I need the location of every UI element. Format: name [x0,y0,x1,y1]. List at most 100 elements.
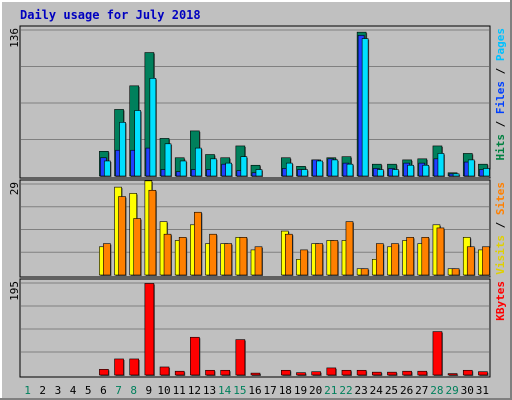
bar-kbytes [478,371,488,376]
x-tick-label: 30 [461,384,474,397]
bar-sites [103,243,111,276]
bar-kbytes [144,283,155,376]
chart-bevel-left [0,0,2,400]
bar-pages [210,158,217,177]
legend-item: Hits [494,134,507,161]
x-tick-label: 4 [70,384,77,397]
x-tick-label: 2 [39,384,46,397]
bar-kbytes [387,371,397,376]
bar-kbytes [311,371,321,376]
bar-sites [118,196,126,276]
x-tick-label: 25 [385,384,398,397]
bar-kbytes [281,369,291,376]
bar-kbytes [417,370,428,376]
bar-pages [240,156,248,177]
panel-hits_files_pages: 136 Hits / Files / Pages [8,25,507,179]
bar-sites [406,237,414,276]
bar-pages [346,163,354,177]
bar-sites [466,246,475,276]
bar-sites [315,243,323,276]
bar-sites [133,218,142,276]
legend-visits_sites: Visits / Sites [494,182,507,275]
chart-title: Daily usage for July 2018 [20,8,201,22]
bar-pages [286,162,293,177]
bar-sites [285,233,293,276]
panel-visits_sites: 29 Visits / Sites [8,179,507,278]
x-tick-label: 16 [248,384,261,397]
bar-sites [224,243,232,276]
x-tick-label: 19 [294,384,307,397]
legend-item: KBytes [494,281,507,321]
bar-pages [437,153,445,177]
bar-sites [482,246,490,276]
x-tick-label: 29 [445,384,458,397]
plot-frame [19,278,491,378]
bar-kbytes [341,369,352,376]
bar-kbytes [174,370,185,376]
chart-bevel-bottom [0,398,512,400]
bar-kbytes [402,370,412,376]
bar-pages [164,143,172,177]
x-tick-label: 14 [218,384,232,397]
x-tick-label: 31 [476,384,489,397]
x-tick-label: 5 [85,384,92,397]
legend-item: Files [494,81,507,114]
bar-sites [360,268,369,276]
bar-sites [330,240,339,276]
x-tick-label: 8 [130,384,137,397]
bar-kbytes [190,336,200,376]
bar-sites [254,246,263,276]
bar-kbytes [159,366,170,376]
bar-pages [301,169,308,177]
plot-frame [19,25,491,179]
bar-sites [421,237,430,276]
bar-sites [436,227,445,276]
bar-pages [361,38,369,177]
legend-separator: / [494,215,507,235]
x-axis: 1 2 3 4 5 6 7 8 9 10 11 12 13 14 15 16 17 18 19 20 21 22 23 24 2… [24,384,489,397]
bar-sites [451,268,460,276]
x-tick-label: 27 [415,384,428,397]
bar-kbytes [235,339,246,376]
x-tick-label: 12 [188,384,201,397]
bar-kbytes [129,358,140,376]
bar-sites [178,237,187,276]
x-tick-label: 21 [324,384,337,397]
x-tick-label: 3 [55,384,62,397]
bar-pages [392,169,399,177]
bar-sites [209,233,217,276]
bar-sites [375,243,384,276]
bar-kbytes [99,369,109,376]
x-tick-label: 13 [203,384,216,397]
bar-pages [179,160,187,177]
bar-pages [225,162,232,177]
bar-pages [376,169,384,177]
y-max-label: 195 [8,281,21,301]
bar-pages [407,164,414,177]
x-tick-label: 7 [115,384,122,397]
x-tick-label: 1 [24,384,31,397]
x-tick-label: 24 [370,384,384,397]
bar-pages [316,160,323,177]
panels-group: 136 Hits / Files / Pages 29 Visits / Sites 1… [8,25,507,378]
x-tick-label: 17 [264,384,277,397]
bar-pages [134,110,142,177]
legend-item: Visits [494,235,507,275]
panel-kbytes: 195 KBytes [8,278,507,378]
x-tick-label: 11 [173,384,186,397]
x-tick-label: 15 [233,384,246,397]
x-tick-label: 26 [400,384,413,397]
bar-sites [300,249,308,276]
chart-bevel-top [0,0,512,2]
bar-pages [255,169,263,177]
bar-kbytes [296,372,306,376]
bar-sites [239,237,248,276]
bar-pages [195,147,202,177]
bar-kbytes [114,358,124,376]
x-tick-label: 23 [355,384,368,397]
bar-kbytes [220,369,230,376]
bar-sites [194,211,202,276]
bar-pages [483,168,490,177]
bar-kbytes [462,369,473,376]
